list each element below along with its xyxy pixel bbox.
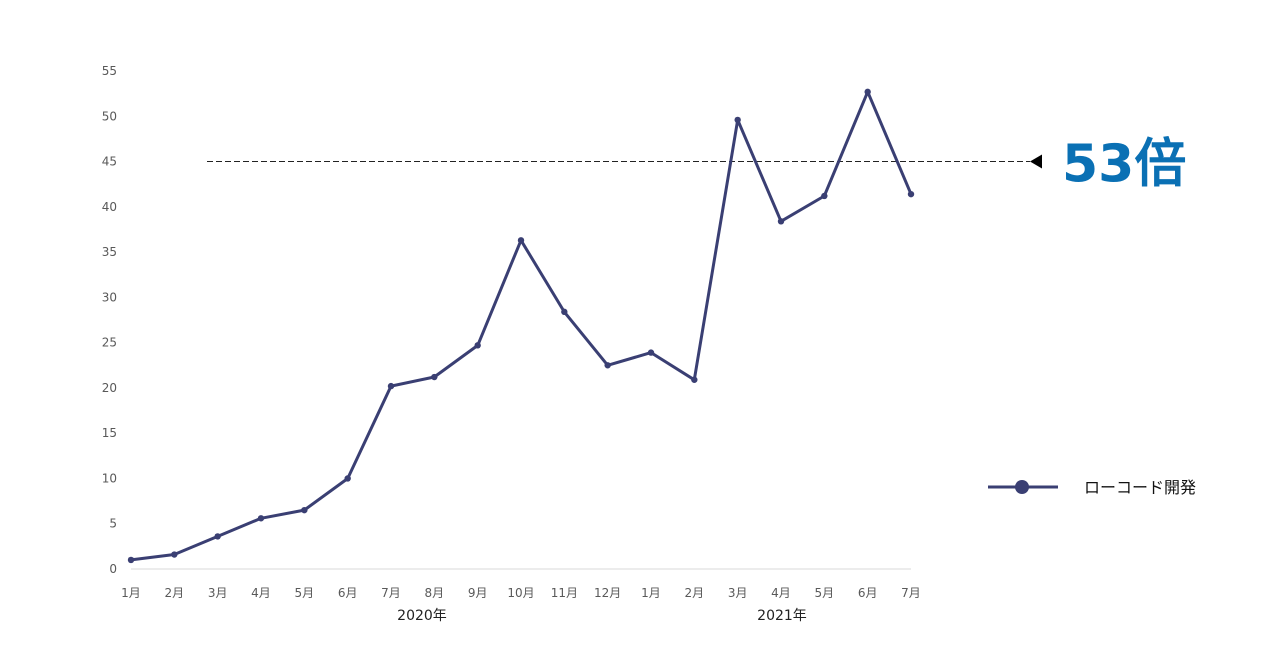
x-tick-label: 2月 — [685, 586, 705, 600]
x-tick-label: 6月 — [858, 586, 878, 600]
x-group-label: 2020年 — [397, 608, 447, 624]
legend-label: ローコード開発 — [1084, 478, 1196, 497]
y-tick-label: 25 — [102, 336, 117, 350]
y-tick-label: 40 — [102, 200, 117, 214]
y-axis-ticks: 0 5 10 15 20 25 30 35 40 45 50 55 — [102, 64, 117, 576]
x-tick-label: 5月 — [815, 586, 835, 600]
data-point — [864, 88, 871, 96]
x-tick-label: 3月 — [208, 586, 228, 600]
data-point — [561, 308, 568, 316]
x-group-label: 2021年 — [757, 608, 807, 624]
x-tick-label: 6月 — [338, 586, 358, 600]
y-tick-label: 0 — [109, 562, 117, 576]
x-tick-label: 4月 — [251, 586, 271, 600]
data-point — [344, 475, 351, 482]
y-tick-label: 30 — [102, 290, 117, 304]
x-tick-label: 3月 — [728, 586, 748, 600]
x-tick-label: 12月 — [594, 586, 621, 600]
y-tick-label: 35 — [102, 245, 117, 259]
legend-marker-icon — [1015, 480, 1029, 494]
data-point — [257, 515, 265, 522]
x-tick-label: 1月 — [641, 586, 661, 600]
y-tick-label: 55 — [102, 64, 117, 78]
x-axis-year-groups: 2020年 2021年 — [397, 608, 807, 624]
data-point — [604, 362, 611, 369]
legend: ローコード開発 — [988, 478, 1196, 497]
y-tick-label: 50 — [102, 109, 117, 123]
y-tick-label: 20 — [102, 381, 117, 395]
x-tick-label: 8月 — [425, 586, 445, 600]
x-tick-label: 11月 — [551, 586, 578, 600]
data-point — [214, 533, 221, 540]
x-tick-label: 9月 — [468, 586, 488, 600]
x-tick-label: 7月 — [901, 586, 921, 600]
data-point — [907, 190, 915, 198]
data-point — [127, 556, 135, 564]
annotation-multiplier: 53倍 — [1062, 135, 1186, 195]
data-point — [647, 349, 655, 356]
data-point — [517, 237, 525, 244]
x-tick-label: 4月 — [771, 586, 791, 600]
data-point — [821, 192, 828, 200]
data-point — [301, 506, 308, 514]
data-point — [734, 116, 741, 124]
y-tick-label: 10 — [102, 471, 117, 485]
x-tick-label: 10月 — [507, 586, 534, 600]
data-point — [691, 376, 698, 383]
data-point — [387, 382, 395, 390]
x-tick-label: 5月 — [295, 586, 315, 600]
x-tick-label: 1月 — [121, 586, 141, 600]
reference-arrow-icon — [1030, 154, 1042, 169]
data-point — [777, 218, 785, 225]
y-tick-label: 5 — [109, 517, 117, 531]
x-tick-label: 7月 — [381, 586, 401, 600]
data-point — [171, 551, 178, 558]
y-tick-label: 45 — [102, 155, 117, 169]
y-tick-label: 15 — [102, 426, 117, 440]
data-point — [431, 373, 438, 381]
series-low-code — [127, 88, 915, 564]
x-axis-ticks: 1月 2月 3月 4月 5月 6月 7月 8月 9月 10月 11月 12月 1月 2月 3月 4月 5月 6月 7… — [121, 586, 921, 600]
x-tick-label: 2月 — [165, 586, 185, 600]
data-point — [474, 342, 481, 349]
